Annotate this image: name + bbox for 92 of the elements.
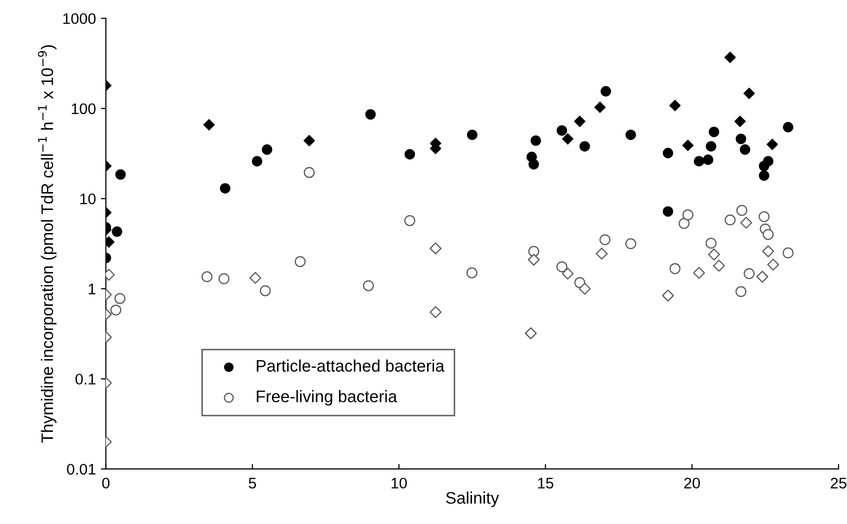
point (744, 268, 755, 280)
point (766, 138, 778, 150)
point (767, 258, 780, 271)
y-axis-title: Thymidine incorporation (pmol TdR cell$^{−1}$ h$^{−1}$ x 10$^{−9}$) (38, 45, 56, 443)
point (662, 290, 674, 302)
point (304, 166, 315, 178)
point (249, 272, 262, 284)
point (706, 141, 716, 152)
point (562, 268, 574, 280)
point (556, 125, 568, 136)
point (404, 149, 416, 160)
point (599, 234, 610, 246)
point (724, 52, 736, 64)
point (762, 156, 774, 166)
point (678, 218, 690, 229)
point (662, 206, 674, 217)
point (530, 135, 542, 146)
point (743, 88, 755, 100)
point (713, 260, 725, 272)
point (112, 226, 122, 237)
point (528, 254, 540, 266)
point (203, 119, 215, 130)
point (706, 238, 717, 249)
point (220, 183, 230, 194)
point (114, 292, 126, 304)
point (524, 327, 537, 340)
point (202, 271, 212, 282)
point (670, 263, 680, 274)
point (596, 248, 608, 260)
x-tick-label: 5 (248, 478, 256, 489)
x-tick-label: 15 (538, 478, 554, 489)
x-tick-label: 20 (684, 478, 700, 489)
point (756, 270, 768, 283)
point (115, 169, 126, 180)
point (736, 204, 748, 216)
x-tick-label: 0 (102, 478, 110, 489)
y-tick-label: 10 (80, 193, 96, 204)
point (252, 156, 262, 166)
point (669, 100, 681, 112)
point (260, 285, 271, 296)
point (625, 130, 636, 140)
x-tick-label: 10 (392, 478, 407, 489)
point (782, 247, 794, 258)
point (702, 154, 714, 165)
point (294, 256, 306, 268)
point (466, 130, 478, 140)
point (708, 248, 720, 260)
point (724, 214, 736, 226)
point (262, 144, 272, 155)
point (734, 116, 746, 128)
x-tick-label: 25 (830, 478, 846, 489)
y-tick-label: 1 (88, 284, 96, 294)
point (694, 156, 704, 166)
point (735, 286, 746, 298)
point (740, 216, 752, 229)
y-tick-label: 100 (72, 103, 96, 114)
point (758, 211, 770, 222)
point (662, 148, 674, 158)
point (365, 109, 376, 120)
point (110, 304, 122, 316)
point (682, 209, 694, 220)
point (218, 273, 230, 284)
point (528, 159, 540, 170)
point (758, 170, 770, 181)
point (594, 102, 606, 114)
point (625, 238, 636, 250)
point (740, 144, 750, 155)
point (762, 228, 774, 240)
y-tick-label: 0.01 (67, 464, 96, 475)
point (574, 116, 586, 128)
point (762, 245, 774, 258)
point (708, 126, 720, 138)
legend-label: Free-living bacteria (256, 390, 398, 406)
point (304, 134, 315, 146)
point (579, 141, 590, 152)
point (430, 242, 442, 254)
point (404, 215, 416, 226)
point (600, 86, 612, 97)
point (693, 266, 705, 279)
legend-label: Particle-attached bacteria (256, 360, 444, 372)
point (556, 261, 568, 272)
point (782, 122, 794, 132)
y-tick-label: 0.1 (76, 374, 96, 385)
point (362, 280, 374, 292)
point (562, 133, 574, 145)
point (578, 282, 591, 295)
point (430, 306, 442, 318)
point (682, 140, 694, 152)
point (466, 267, 478, 278)
point (736, 134, 746, 144)
y-tick-label: 1000 (63, 13, 96, 24)
x-axis-title: Salinity (446, 492, 500, 508)
